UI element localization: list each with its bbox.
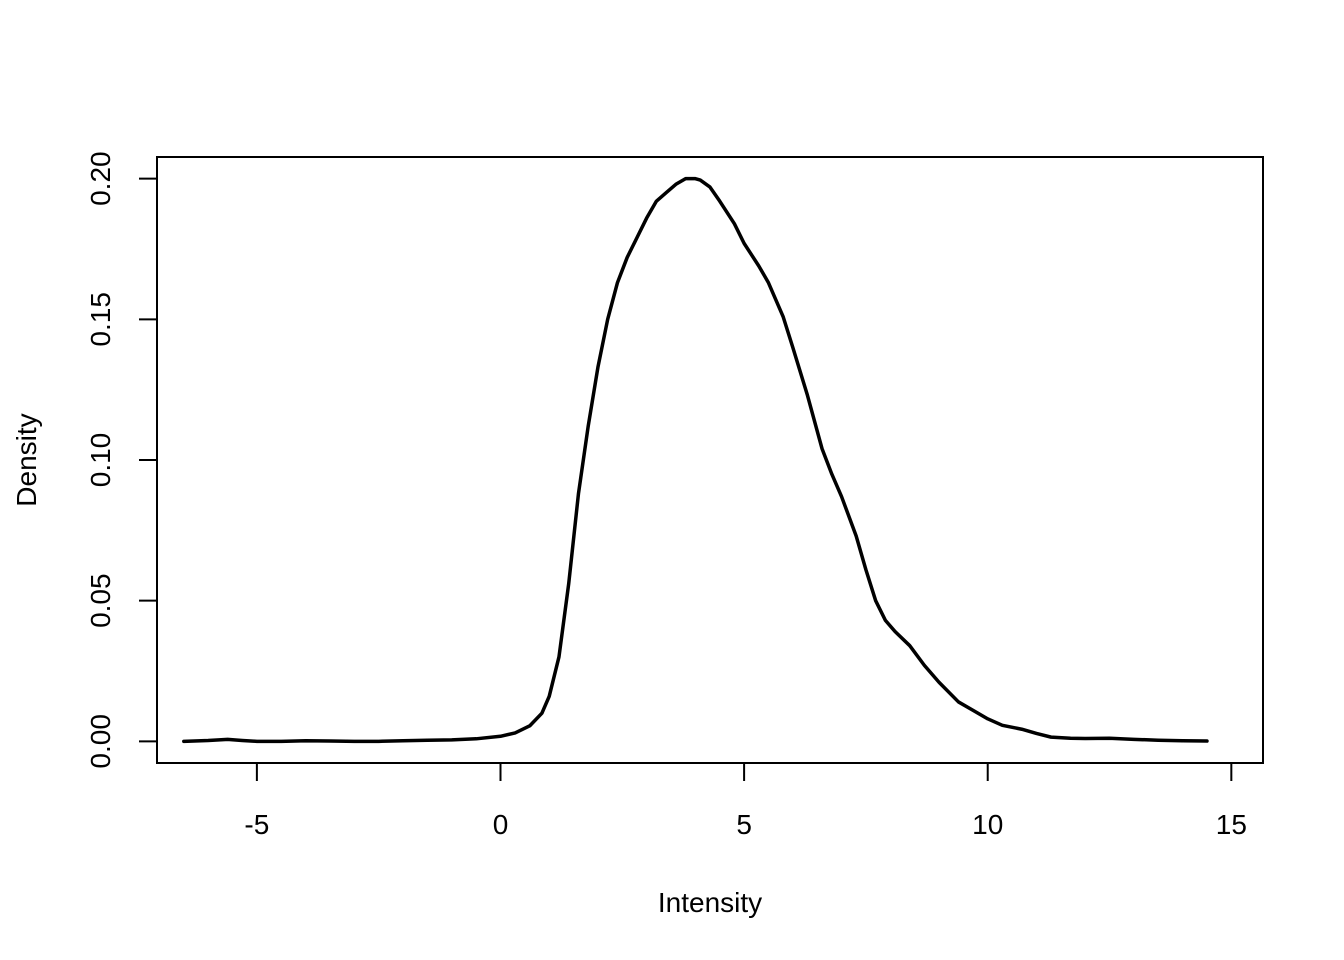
y-tick-label: 0.15 (85, 292, 116, 347)
density-line (182, 176, 1209, 744)
x-tick-label: 5 (736, 809, 752, 840)
y-tick-label: 0.05 (85, 573, 116, 628)
x-tick-label: 10 (972, 809, 1003, 840)
y-tick-label: 0.10 (85, 433, 116, 488)
x-tick-label: 0 (493, 809, 509, 840)
x-tick-label: -5 (244, 809, 269, 840)
y-axis: 0.00 0.05 0.10 0.15 0.20 (85, 151, 158, 769)
plot-frame (156, 156, 1264, 764)
x-tick-label: 15 (1216, 809, 1247, 840)
y-tick-label: 0.00 (85, 714, 116, 769)
x-axis: -5 0 5 10 15 (244, 762, 1247, 840)
y-axis-title: Density (11, 413, 42, 506)
y-tick-label: 0.20 (85, 151, 116, 206)
x-axis-title: Intensity (658, 887, 762, 918)
